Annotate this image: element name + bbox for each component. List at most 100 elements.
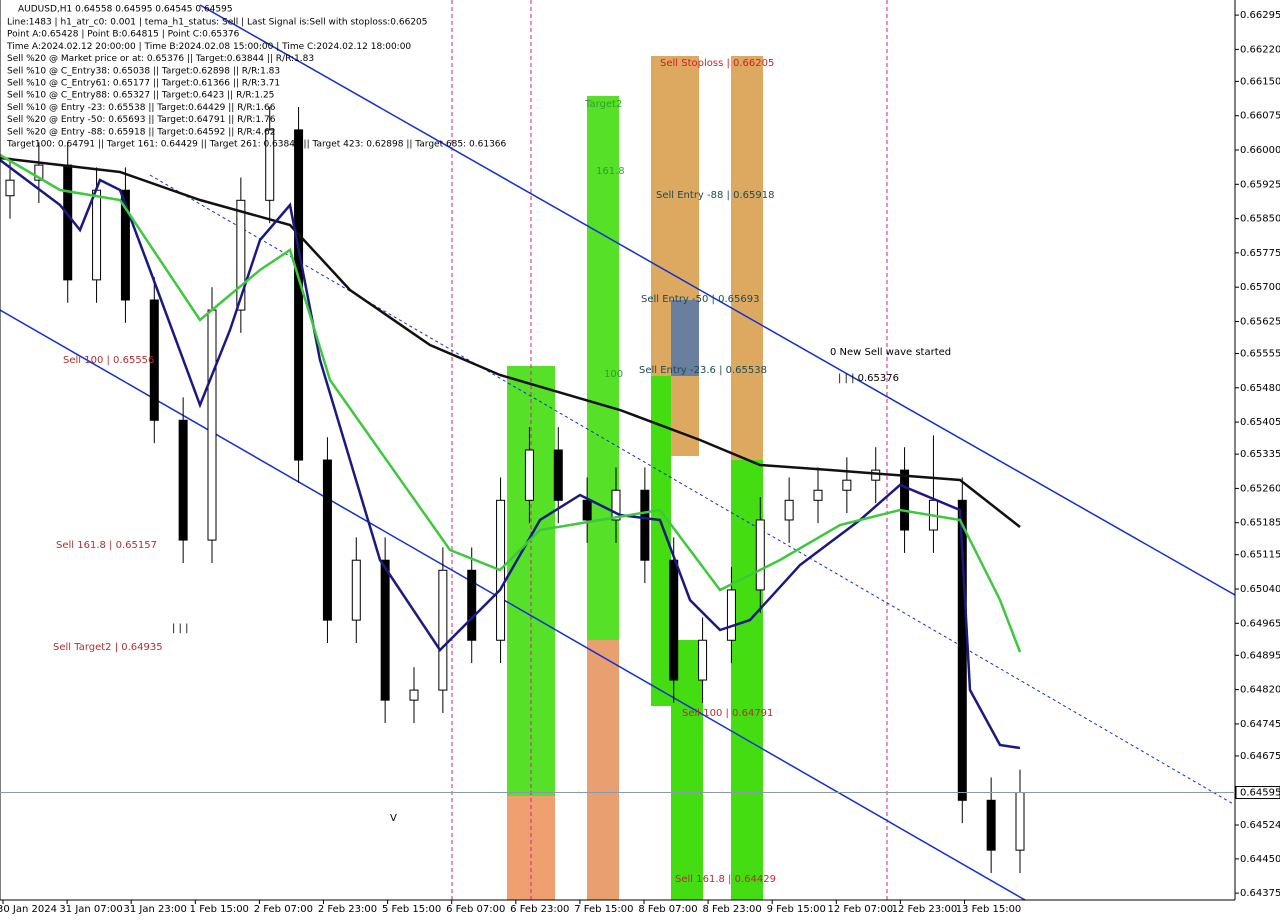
y-tick-label: 0.66150 [1240, 76, 1280, 87]
x-tick-label: 6 Feb 07:00 [446, 904, 505, 915]
last-price-label: 0.64595 [1240, 788, 1280, 799]
y-tick-label: 0.66295 [1240, 10, 1280, 21]
y-tick-label: 0.65260 [1240, 483, 1280, 494]
annotation: Sell Target2 | 0.64935 [53, 642, 163, 653]
candle-body [294, 129, 304, 461]
y-tick-label: 0.64524 [1240, 820, 1280, 831]
annotation: Sell Entry -23.6 | 0.65538 [639, 365, 767, 376]
x-tick-label: 5 Feb 15:00 [382, 904, 441, 915]
y-tick-label: 0.64745 [1240, 719, 1280, 730]
candle-body [438, 569, 448, 691]
candle-body [5, 179, 15, 197]
info-line: Sell %10 @ C_Entry38: 0.65038 || Target:… [7, 66, 280, 76]
candle-body [957, 499, 967, 801]
x-tick-label: 12 Feb 23:00 [892, 904, 958, 915]
info-line: Line:1483 | h1_atr_c0: 0.001 | tema_h1_s… [7, 18, 428, 28]
candle-body [178, 419, 188, 541]
info-line: Sell %20 @ Entry -50: 0.65693 || Target:… [7, 115, 276, 125]
y-tick-label: 0.65480 [1240, 383, 1280, 394]
candle-body [120, 189, 130, 301]
candle-body [640, 489, 650, 561]
x-tick-label: 13 Feb 15:00 [956, 904, 1022, 915]
candle-body [726, 589, 736, 641]
y-tick-label: 0.64895 [1240, 650, 1280, 661]
candle-body [669, 559, 679, 681]
y-tick-label: 0.65625 [1240, 316, 1280, 327]
candle-body [1015, 792, 1025, 851]
channels [0, 4, 1236, 901]
candle-body [92, 189, 102, 281]
candle-body [322, 459, 332, 621]
x-tick-label: 8 Feb 23:00 [702, 904, 761, 915]
y-tick-label: 0.66000 [1240, 145, 1280, 156]
info-line: Sell %20 @ Entry -88: 0.65918 || Target:… [7, 127, 275, 137]
y-tick-label: 0.65850 [1240, 214, 1280, 225]
candle-body [553, 449, 563, 501]
candle-body [34, 164, 44, 181]
y-tick-label: 0.64820 [1240, 685, 1280, 696]
candle-body [871, 469, 881, 481]
annotation: | | | 0.65376 [838, 373, 899, 384]
candle-body [842, 479, 852, 491]
chart-title: AUDUSD,H1 0.64558 0.64595 0.64545 0.6459… [18, 5, 233, 15]
y-tick-label: 0.65700 [1240, 282, 1280, 293]
moving-averages [0, 153, 1022, 750]
annotation: 0 New Sell wave started [830, 347, 951, 358]
y-tick-label: 0.65555 [1240, 349, 1280, 360]
info-line: Sell %20 @ Market price or at: 0.65376 |… [7, 54, 314, 64]
x-tick-label: 2 Feb 23:00 [318, 904, 377, 915]
candle-body [236, 199, 246, 311]
x-tick-label: 31 Jan 23:00 [124, 904, 187, 915]
y-tick-label: 0.65405 [1240, 417, 1280, 428]
info-line: Point A:0.65428 | Point B:0.64815 | Poin… [7, 30, 240, 40]
y-tick-label: 0.65115 [1240, 550, 1280, 561]
candle-body [900, 469, 910, 531]
y-tick-label: 0.65775 [1240, 248, 1280, 259]
x-tick-label: 6 Feb 23:00 [510, 904, 569, 915]
y-tick-label: 0.65335 [1240, 449, 1280, 460]
x-tick-label: 12 Feb 07:00 [827, 904, 893, 915]
annotation: Sell 161.8 | 0.64429 [675, 874, 776, 885]
candle-body [409, 689, 419, 701]
info-line: Sell %10 @ C_Entry61: 0.65177 || Target:… [7, 79, 280, 89]
x-tick-label: 2 Feb 07:00 [254, 904, 313, 915]
annotation: Sell 100 | 0.65556 [63, 355, 154, 366]
y-tick-label: 0.64375 [1240, 888, 1280, 899]
y-tick-label: 0.65925 [1240, 179, 1280, 190]
candle-body [755, 519, 765, 591]
x-tick-label: 30 Jan 2024 [0, 904, 57, 915]
candle-body [698, 639, 708, 681]
candle-body [611, 489, 621, 521]
annotation: 100 [604, 369, 623, 380]
y-tick-label: 0.66075 [1240, 111, 1280, 122]
annotation: Sell 161.8 | 0.65157 [56, 540, 157, 551]
x-tick-label: 31 Jan 07:00 [59, 904, 122, 915]
candle-body [207, 309, 217, 541]
y-tick-label: 0.66220 [1240, 44, 1280, 55]
x-tick-label: 1 Feb 15:00 [190, 904, 249, 915]
candle-body [986, 799, 996, 851]
candle-body [149, 299, 159, 421]
info-line: Time A:2024.02.12 20:00:00 | Time B:2024… [6, 42, 411, 52]
x-tick-label: 8 Feb 07:00 [638, 904, 697, 915]
info-line: Sell %10 @ Entry -23: 0.65538 || Target:… [7, 103, 276, 113]
y-tick-label: 0.65040 [1240, 584, 1280, 595]
annotation: Sell Entry -50 | 0.65693 [641, 294, 759, 305]
annotation: Sell Stoploss | 0.66205 [660, 58, 774, 69]
candle-body [63, 164, 73, 281]
candle-body [467, 569, 477, 641]
y-tick-label: 0.64450 [1240, 854, 1280, 865]
annotation: V [390, 813, 397, 824]
candle-body [813, 489, 823, 501]
annotation: 161.8 [596, 166, 625, 177]
candle-body [524, 449, 534, 501]
annotation: | | | [172, 623, 188, 634]
zones [507, 56, 763, 900]
y-tick-label: 0.64965 [1240, 618, 1280, 629]
candle-body [582, 499, 592, 521]
x-tick-label: 9 Feb 15:00 [767, 904, 826, 915]
x-tick-label: 7 Feb 15:00 [574, 904, 633, 915]
candle-body [380, 559, 390, 701]
annotation: Sell 100 | 0.64791 [682, 708, 773, 719]
